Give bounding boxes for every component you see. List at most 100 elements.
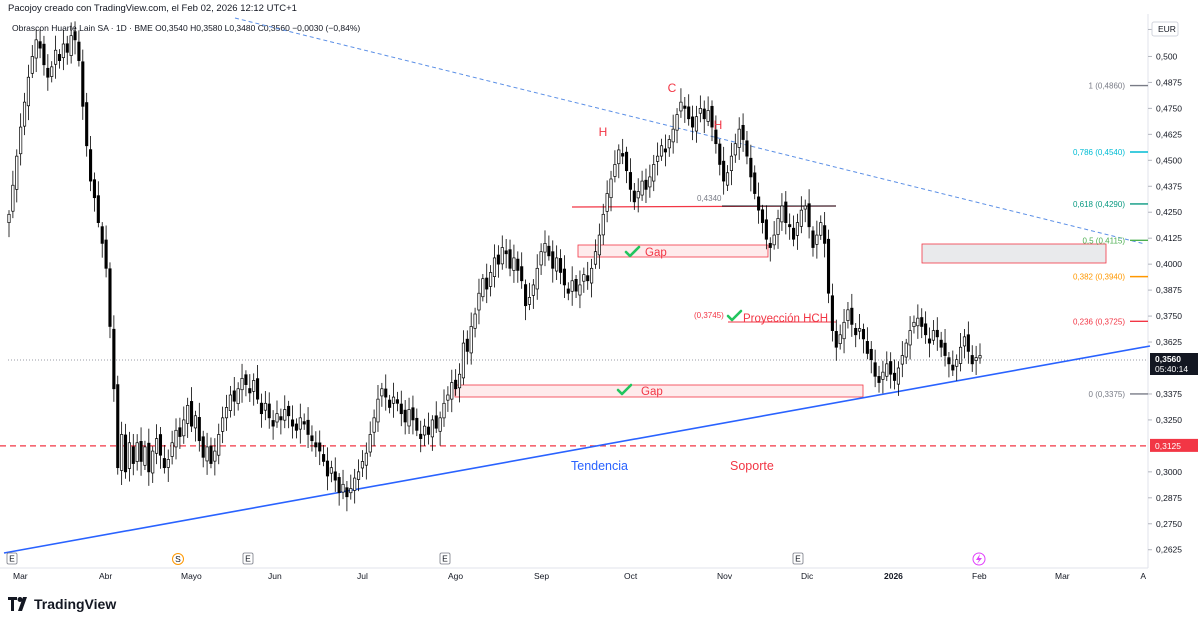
candle: [842, 309, 846, 354]
candle: [446, 386, 450, 412]
candle-body: [570, 280, 574, 292]
candle: [632, 183, 636, 210]
candle: [826, 229, 831, 304]
candle-body: [683, 105, 687, 109]
candle: [403, 400, 407, 435]
candle: [415, 408, 419, 437]
candle: [516, 251, 520, 283]
candle-body: [263, 402, 267, 411]
candle: [927, 327, 932, 358]
candle: [104, 225, 108, 278]
candle: [772, 221, 776, 250]
candle-body: [826, 238, 831, 294]
symbol-line: Obrascon Huarte Lain SA · 1D · BME O0,35…: [12, 23, 360, 33]
candle: [694, 105, 699, 143]
check-icon: [616, 383, 633, 396]
candle-body: [555, 257, 559, 272]
candle-body: [784, 201, 788, 223]
y-tick-label: 0,3750: [1156, 311, 1182, 321]
candle-body: [256, 378, 260, 400]
candle-body: [621, 153, 625, 157]
candle-body: [96, 195, 100, 223]
candle: [89, 136, 93, 192]
candle: [302, 413, 306, 430]
candle-body: [714, 129, 718, 145]
candle-body: [578, 284, 582, 296]
candle: [120, 421, 124, 485]
candle: [885, 351, 889, 382]
fib-label: 0 (0,3375): [1089, 390, 1126, 399]
candle-body: [535, 267, 539, 290]
candle: [399, 390, 403, 427]
candle: [349, 474, 353, 500]
candle-body: [772, 234, 776, 246]
candle: [702, 100, 706, 134]
candle: [263, 391, 267, 421]
candle-body: [842, 321, 846, 340]
candle: [38, 28, 42, 59]
pattern-label: H: [599, 125, 608, 139]
candle-body: [302, 421, 306, 425]
candle-body: [593, 251, 598, 265]
candle-body: [127, 442, 131, 469]
candle-body: [628, 172, 632, 190]
candle: [384, 374, 388, 411]
candle: [617, 144, 621, 179]
candle-body: [415, 417, 419, 431]
candle: [788, 213, 792, 240]
candle: [450, 369, 454, 413]
candle: [562, 255, 566, 298]
candle-body: [811, 230, 815, 248]
candle-body: [131, 446, 135, 464]
candle-body: [189, 401, 194, 427]
candle-body: [314, 442, 318, 448]
candle-body: [838, 334, 842, 345]
candle: [764, 205, 768, 250]
candle-body: [123, 434, 128, 473]
x-axis-label: Mar: [1055, 571, 1070, 581]
candle: [232, 377, 236, 416]
candle-body: [663, 148, 667, 153]
tradingview-logo[interactable]: TradingView: [8, 596, 116, 612]
earnings-marker-icon: [792, 552, 804, 565]
candle-body: [287, 405, 291, 417]
candle: [376, 385, 380, 432]
candle-body: [391, 396, 396, 404]
candle-body: [252, 380, 256, 392]
candle: [920, 308, 924, 339]
y-tick-label: 0,500: [1156, 51, 1178, 61]
candle: [873, 349, 877, 388]
gap-zone-upper: [577, 244, 769, 258]
candle: [457, 363, 462, 403]
candle: [127, 431, 131, 482]
candle-body: [764, 219, 768, 240]
candle-body: [294, 423, 298, 431]
candle-body: [749, 157, 753, 178]
candle-body: [384, 388, 388, 398]
candle-body: [403, 409, 407, 423]
candle-body: [151, 450, 155, 474]
candle: [473, 307, 477, 338]
candle: [407, 397, 411, 435]
candle: [962, 328, 967, 359]
candle: [182, 406, 186, 444]
y-tick-label: 0,4375: [1156, 181, 1182, 191]
candle-body: [931, 330, 935, 341]
candle: [854, 323, 858, 348]
candle: [57, 49, 62, 69]
candle: [96, 181, 100, 228]
candle: [26, 64, 30, 121]
candle-body: [411, 407, 415, 421]
candle: [294, 418, 298, 439]
candle-body: [89, 149, 93, 182]
candle-body: [69, 35, 73, 56]
candle-body: [457, 373, 462, 389]
candle: [718, 138, 722, 176]
candle-body: [632, 190, 636, 203]
candle: [337, 473, 341, 506]
candle-body: [407, 409, 411, 427]
annotations: H C H Gap Gap Proyección HCH (0,3745) 0,4340 Ten…: [571, 81, 828, 473]
candle: [803, 199, 807, 223]
candle: [722, 146, 726, 195]
